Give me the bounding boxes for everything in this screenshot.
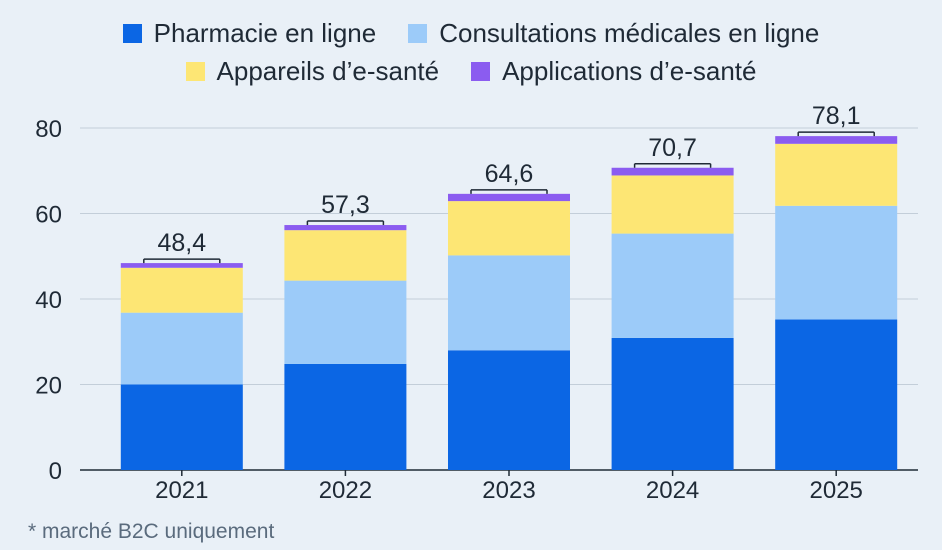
legend-swatch-pharmacie xyxy=(122,23,142,43)
bar-segment xyxy=(284,225,407,231)
y-tick-label: 40 xyxy=(35,287,62,314)
bar-total-label: 57,3 xyxy=(321,191,370,219)
bar-segment xyxy=(448,350,570,470)
bar-total-label: 78,1 xyxy=(812,102,861,130)
bar-segment xyxy=(448,193,570,202)
legend-swatch-applications xyxy=(471,61,491,81)
bar-total-label: 64,6 xyxy=(485,160,534,188)
bar-segment xyxy=(284,363,407,470)
bar-segment xyxy=(775,143,898,206)
bar-segment xyxy=(775,205,898,320)
bar-segment xyxy=(611,337,734,470)
legend-item-applications: Applications d’e-santé xyxy=(471,56,756,87)
bar-segment xyxy=(775,319,898,470)
bar-segment xyxy=(611,167,734,176)
legend-item-consultations: Consultations médicales en ligne xyxy=(408,18,819,49)
bar-segment xyxy=(120,384,243,470)
legend-item-appareils: Appareils d’e-santé xyxy=(185,55,440,87)
legend-item-pharmacie: Pharmacie en ligne xyxy=(122,17,377,49)
bar-segment xyxy=(284,280,407,364)
y-tick-label: 80 xyxy=(35,116,62,143)
chart-legend: Pharmacie en ligne Consultations médical… xyxy=(0,14,942,90)
bar-segment xyxy=(120,312,243,385)
x-tick-label: 2025 xyxy=(810,477,863,504)
footnote: * marché B2C uniquement xyxy=(28,520,275,543)
legend-swatch-consultations xyxy=(408,23,428,43)
x-tick-label: 2022 xyxy=(319,477,372,504)
bar-segment xyxy=(775,136,898,144)
legend-label-appareils: Appareils d’e-santé xyxy=(216,55,440,86)
x-tick-label: 2021 xyxy=(155,477,208,504)
bar-segment xyxy=(611,175,734,234)
bar-segment xyxy=(284,230,407,281)
x-tick-label: 2024 xyxy=(646,477,699,504)
x-tick-label: 2023 xyxy=(482,477,535,504)
bar-segment xyxy=(120,267,243,313)
bar-segment xyxy=(448,255,570,351)
legend-label-consultations: Consultations médicales en ligne xyxy=(439,17,820,48)
legend-label-pharmacie: Pharmacie en ligne xyxy=(153,17,377,48)
y-tick-label: 60 xyxy=(35,202,62,229)
legend-label-applications: Applications d’e-santé xyxy=(502,55,757,86)
bar-segment xyxy=(120,263,243,268)
bar-total-label: 70,7 xyxy=(648,134,697,162)
bar-total-label: 48,4 xyxy=(157,229,206,257)
y-tick-label: 20 xyxy=(35,373,62,400)
y-tick-label: 0 xyxy=(49,458,62,485)
bar-segment xyxy=(448,201,570,256)
bar-segment xyxy=(611,233,734,338)
legend-swatch-appareils xyxy=(185,61,205,81)
